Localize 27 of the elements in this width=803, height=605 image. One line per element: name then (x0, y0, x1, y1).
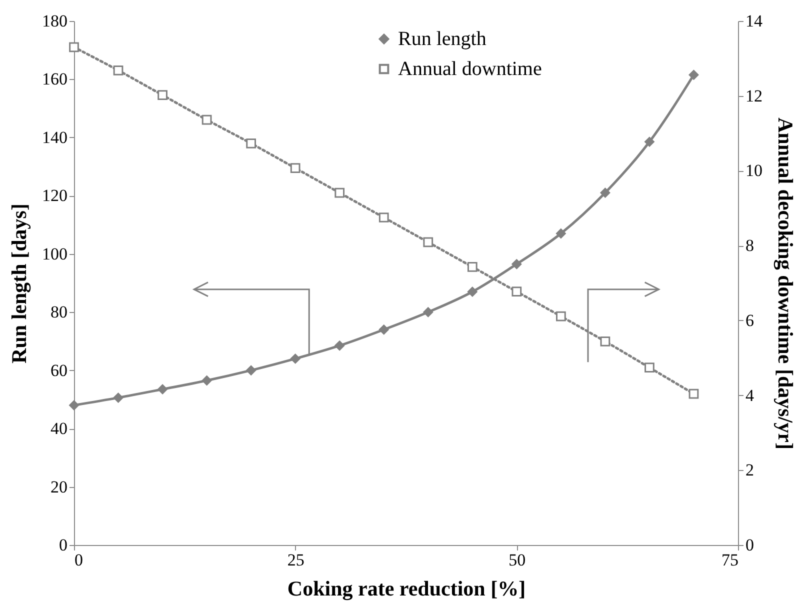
y-tick-label: 40 (50, 419, 68, 438)
x-tick-label: 50 (508, 550, 526, 570)
y-tick-label: 20 (50, 477, 68, 496)
legend-label: Annual downtime (398, 58, 542, 80)
y-tick-label: 0 (59, 536, 68, 554)
x-tick-label: 75 (722, 550, 738, 570)
y-tick-label: 160 (42, 70, 68, 89)
y2-tick-label: 12 (746, 86, 762, 106)
y2-tick-label: 6 (746, 310, 754, 330)
y-tick-label: 140 (42, 128, 68, 147)
y2-tick-label: 8 (746, 236, 754, 256)
x-tick-label: 25 (287, 550, 304, 570)
y2-tick-label: 2 (746, 460, 754, 480)
legend-label: Run length (398, 28, 486, 50)
y2-tick-label: 0 (746, 536, 754, 554)
y-tick-label: 100 (42, 244, 68, 264)
y2-tick-label: 14 (746, 12, 763, 30)
y-tick-label: 80 (50, 302, 68, 322)
y2-tick-label: 4 (746, 386, 754, 405)
y-tick-label: 60 (50, 360, 68, 380)
y2-axis-title: Annual decoking downtime [days/yr] (774, 118, 798, 450)
x-axis-title: Coking rate reduction [%] (287, 576, 526, 600)
y-tick-label: 120 (42, 186, 68, 206)
x-tick-label: 0 (74, 550, 83, 570)
y2-tick-label: 10 (746, 161, 762, 180)
y-axis-title: Run length [days] (7, 204, 31, 364)
y-tick-label: 180 (42, 12, 68, 30)
